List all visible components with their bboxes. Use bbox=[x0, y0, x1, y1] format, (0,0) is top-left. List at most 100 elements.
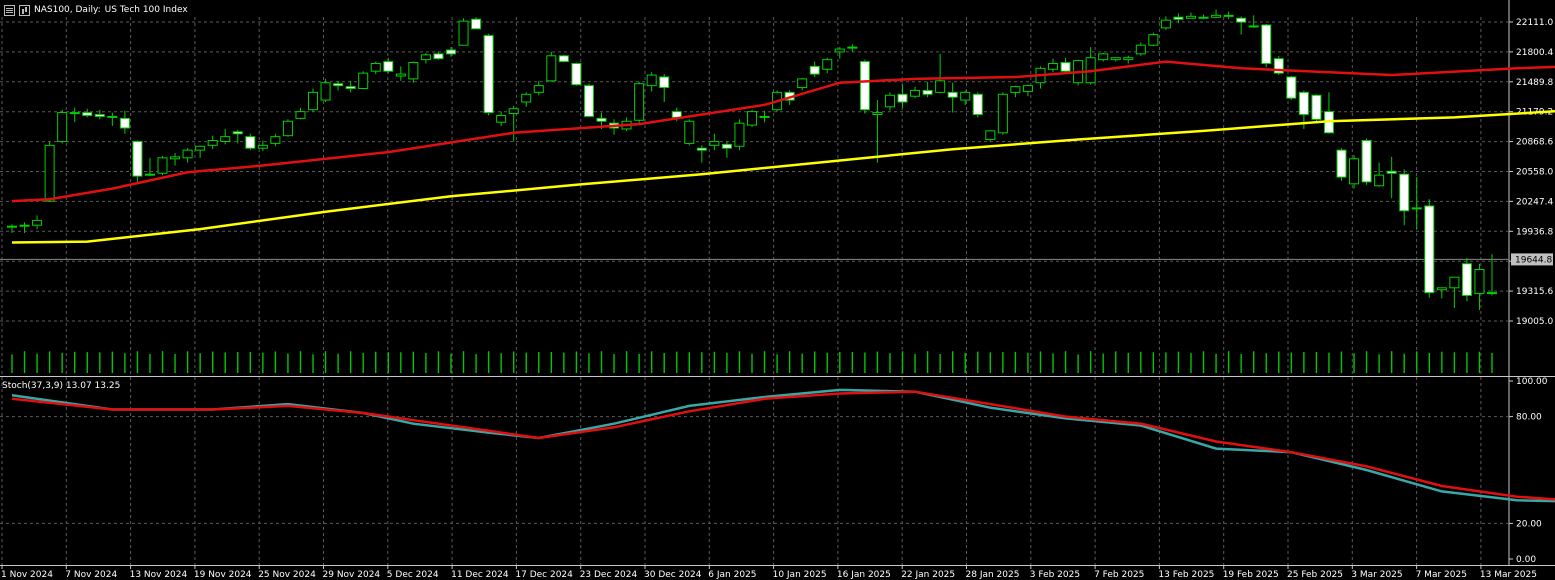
candle-bull bbox=[496, 114, 507, 123]
candle-bull bbox=[508, 108, 519, 115]
candle-bull bbox=[709, 140, 720, 146]
candle-bear bbox=[245, 136, 256, 149]
time-axis-label: 11 Dec 2024 bbox=[451, 570, 509, 580]
candle-bull bbox=[1449, 276, 1460, 289]
candle-bear bbox=[1223, 14, 1234, 17]
candle-bear bbox=[1461, 263, 1472, 296]
candle-bull bbox=[19, 224, 30, 227]
menu-icon[interactable] bbox=[4, 4, 15, 16]
stoch-axis-label: 0.00 bbox=[1516, 555, 1536, 565]
candle-bear bbox=[696, 147, 707, 151]
time-axis-label: 10 Jan 2025 bbox=[773, 570, 827, 580]
candle-bull bbox=[32, 219, 43, 226]
time-axis-label: 17 Dec 2024 bbox=[515, 570, 573, 580]
candle-bull bbox=[684, 120, 695, 144]
time-axis-label: 5 Dec 2024 bbox=[387, 570, 439, 580]
candle-bull bbox=[759, 115, 770, 118]
moving-average-slow bbox=[11, 109, 1555, 244]
candle-bear bbox=[721, 143, 732, 149]
candle-bull bbox=[1436, 287, 1447, 291]
candle-bear bbox=[383, 61, 394, 72]
time-axis-label: 19 Feb 2025 bbox=[1223, 570, 1279, 580]
candle-bull bbox=[822, 59, 833, 70]
candle-bear bbox=[1261, 24, 1272, 64]
time-axis-label: 29 Nov 2024 bbox=[323, 570, 381, 580]
time-axis-label: 25 Feb 2025 bbox=[1287, 570, 1343, 580]
candle-bear bbox=[232, 131, 243, 135]
candle-bull bbox=[295, 111, 306, 119]
candle-bull bbox=[1010, 86, 1021, 93]
time-axis-label: 22 Jan 2025 bbox=[901, 570, 955, 580]
candle-bear bbox=[483, 35, 494, 114]
candle-bear bbox=[94, 114, 105, 117]
candle-bear bbox=[596, 117, 607, 122]
time-axis-label: 13 Nov 2024 bbox=[130, 570, 188, 580]
candle-bull bbox=[746, 111, 758, 126]
candle-bear bbox=[1336, 149, 1347, 178]
candle-bull bbox=[395, 73, 406, 77]
candle-bear bbox=[82, 112, 93, 116]
candle-bull bbox=[6, 225, 18, 228]
candle-bull bbox=[1098, 53, 1109, 61]
candle-bull bbox=[182, 149, 193, 159]
candle-bull bbox=[1474, 268, 1485, 295]
candle-bull bbox=[69, 112, 80, 115]
time-axis-label: 28 Jan 2025 bbox=[966, 570, 1020, 580]
candle-bull bbox=[420, 54, 431, 61]
candle-bull bbox=[872, 112, 883, 116]
candle-bear bbox=[571, 62, 582, 86]
candle-bull bbox=[1022, 85, 1033, 92]
candle-bear bbox=[1273, 58, 1284, 74]
price-axis-label: 20247.4 bbox=[1516, 197, 1553, 207]
candle-bull bbox=[1211, 14, 1222, 18]
candle-bull bbox=[521, 93, 532, 103]
candle-bull bbox=[1160, 19, 1171, 29]
time-axis-label: 3 Feb 2025 bbox=[1030, 570, 1080, 580]
chart-type-icon[interactable] bbox=[19, 4, 30, 16]
candle-bull bbox=[997, 93, 1008, 134]
candle-bull bbox=[935, 80, 946, 93]
candle-bear bbox=[1060, 62, 1071, 72]
candle-bear bbox=[671, 111, 682, 118]
price-axis-label: 22111.0 bbox=[1516, 18, 1553, 28]
candle-bull bbox=[1349, 158, 1360, 185]
price-axis-label: 19936.8 bbox=[1516, 227, 1553, 237]
time-axis-label: 3 Mar 2025 bbox=[1351, 570, 1402, 580]
candle-bull bbox=[207, 140, 218, 146]
candle-bull bbox=[910, 89, 921, 97]
candle-bear bbox=[471, 18, 482, 30]
candle-bull bbox=[157, 157, 168, 174]
candle-bull bbox=[634, 83, 645, 121]
candle-bull bbox=[144, 173, 155, 176]
candle-bear bbox=[1399, 173, 1410, 212]
candle-bull bbox=[1110, 57, 1121, 61]
candle-bull bbox=[960, 91, 971, 101]
candle-bull bbox=[1123, 57, 1134, 61]
candle-bull bbox=[282, 120, 293, 137]
time-axis-label: 19 Nov 2024 bbox=[194, 570, 252, 580]
stoch-main-line bbox=[11, 388, 1555, 503]
time-axis-label: 7 Feb 2025 bbox=[1094, 570, 1144, 580]
candle-bear bbox=[333, 83, 344, 87]
symbol-description: US Tech 100 Index bbox=[104, 5, 188, 15]
candle-bear bbox=[809, 65, 820, 75]
time-axis-label: 1 Nov 2024 bbox=[1, 570, 53, 580]
candle-bull bbox=[1374, 174, 1385, 187]
time-axis-label: 7 Mar 2025 bbox=[1416, 570, 1467, 580]
candle-bull bbox=[220, 136, 231, 142]
candle-bull bbox=[1411, 207, 1422, 210]
candle-bull bbox=[797, 78, 808, 89]
candle-bull bbox=[408, 62, 419, 80]
candle-bear bbox=[847, 46, 858, 49]
candle-bull bbox=[834, 48, 845, 53]
time-axis-label: 13 Mar 2025 bbox=[1480, 570, 1537, 580]
current-price-tag bbox=[1511, 253, 1553, 266]
moving-average-fast bbox=[11, 60, 1555, 203]
candle-bull bbox=[1185, 15, 1196, 19]
candle-bear bbox=[583, 85, 594, 117]
stoch-signal-line bbox=[11, 390, 1555, 501]
candle-bull bbox=[533, 85, 544, 93]
candle-bull bbox=[257, 144, 268, 149]
candle-bull bbox=[370, 62, 381, 72]
